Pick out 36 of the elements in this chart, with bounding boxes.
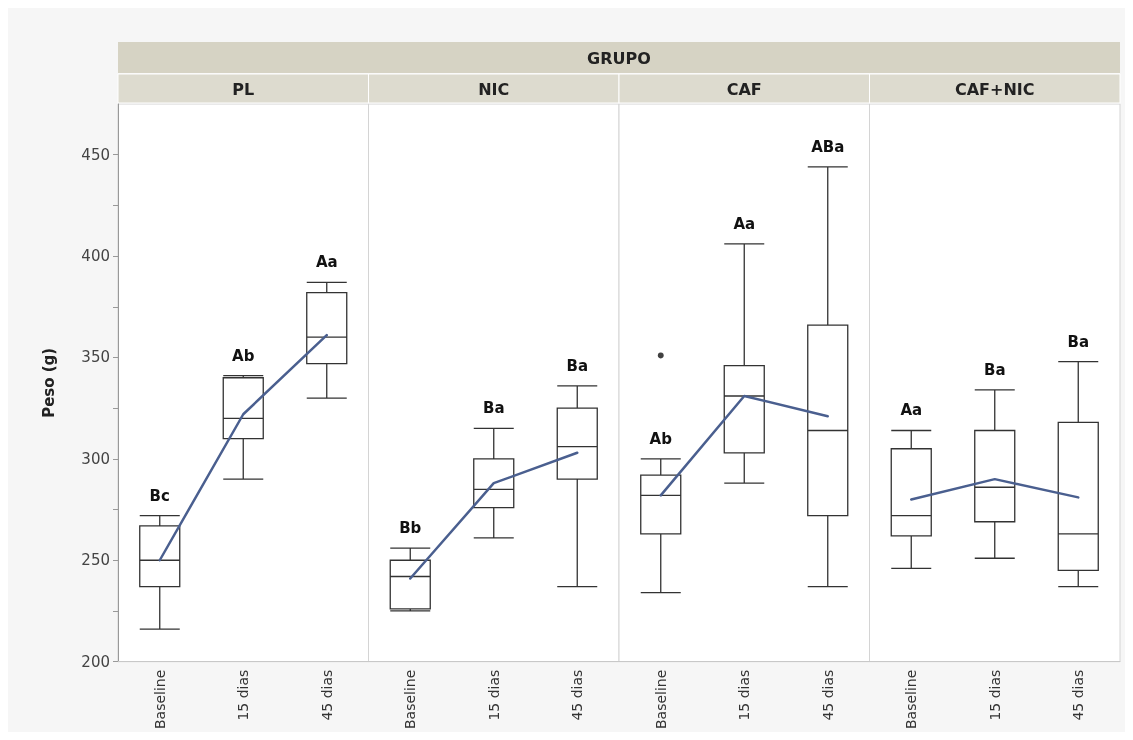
x-tick-label: 45 dias bbox=[318, 669, 335, 721]
chart-title: NIC bbox=[478, 79, 510, 99]
x-tick-label: Baseline bbox=[903, 669, 920, 729]
annotation: Bc bbox=[149, 486, 170, 505]
annotation: Aa bbox=[733, 214, 756, 233]
annotation: Aa bbox=[315, 253, 338, 272]
annotation: Ba bbox=[566, 356, 589, 375]
x-tick-label: 15 dias bbox=[485, 669, 502, 721]
text: GRUPO bbox=[587, 48, 651, 68]
annotation: Ba bbox=[482, 399, 505, 418]
chart-title: CAF bbox=[726, 79, 762, 99]
annotation: Ab bbox=[649, 429, 673, 448]
annotation: Bb bbox=[399, 519, 422, 538]
annotation: Ba bbox=[983, 360, 1006, 379]
x-tick-label: Baseline bbox=[652, 669, 669, 729]
annotation: Aa bbox=[900, 401, 923, 420]
y-tick-label: 200 bbox=[81, 652, 110, 671]
x-tick-label: 45 dias bbox=[569, 669, 586, 721]
y-axis-title: Peso (g) bbox=[39, 347, 58, 418]
y-tick-label: 450 bbox=[81, 145, 110, 164]
annotation: Ba bbox=[1067, 332, 1090, 351]
x-tick-label: 45 dias bbox=[1070, 669, 1087, 721]
x-tick-label: 15 dias bbox=[986, 669, 1003, 721]
x-tick-label: 45 dias bbox=[819, 669, 836, 721]
y-tick-label: 400 bbox=[81, 247, 110, 266]
chart-title: CAF+NIC bbox=[954, 79, 1035, 99]
y-tick-label: 300 bbox=[81, 449, 110, 468]
x-tick-label: 15 dias bbox=[235, 669, 252, 721]
annotation: Ab bbox=[232, 346, 255, 365]
chart-title: PL bbox=[232, 79, 255, 99]
annotation: ABa bbox=[811, 137, 845, 156]
x-tick-label: 15 dias bbox=[736, 669, 753, 721]
y-tick-label: 250 bbox=[81, 551, 110, 570]
y-tick-label: 350 bbox=[81, 348, 110, 367]
x-tick-label: Baseline bbox=[151, 669, 168, 729]
x-tick-label: Baseline bbox=[402, 669, 419, 729]
